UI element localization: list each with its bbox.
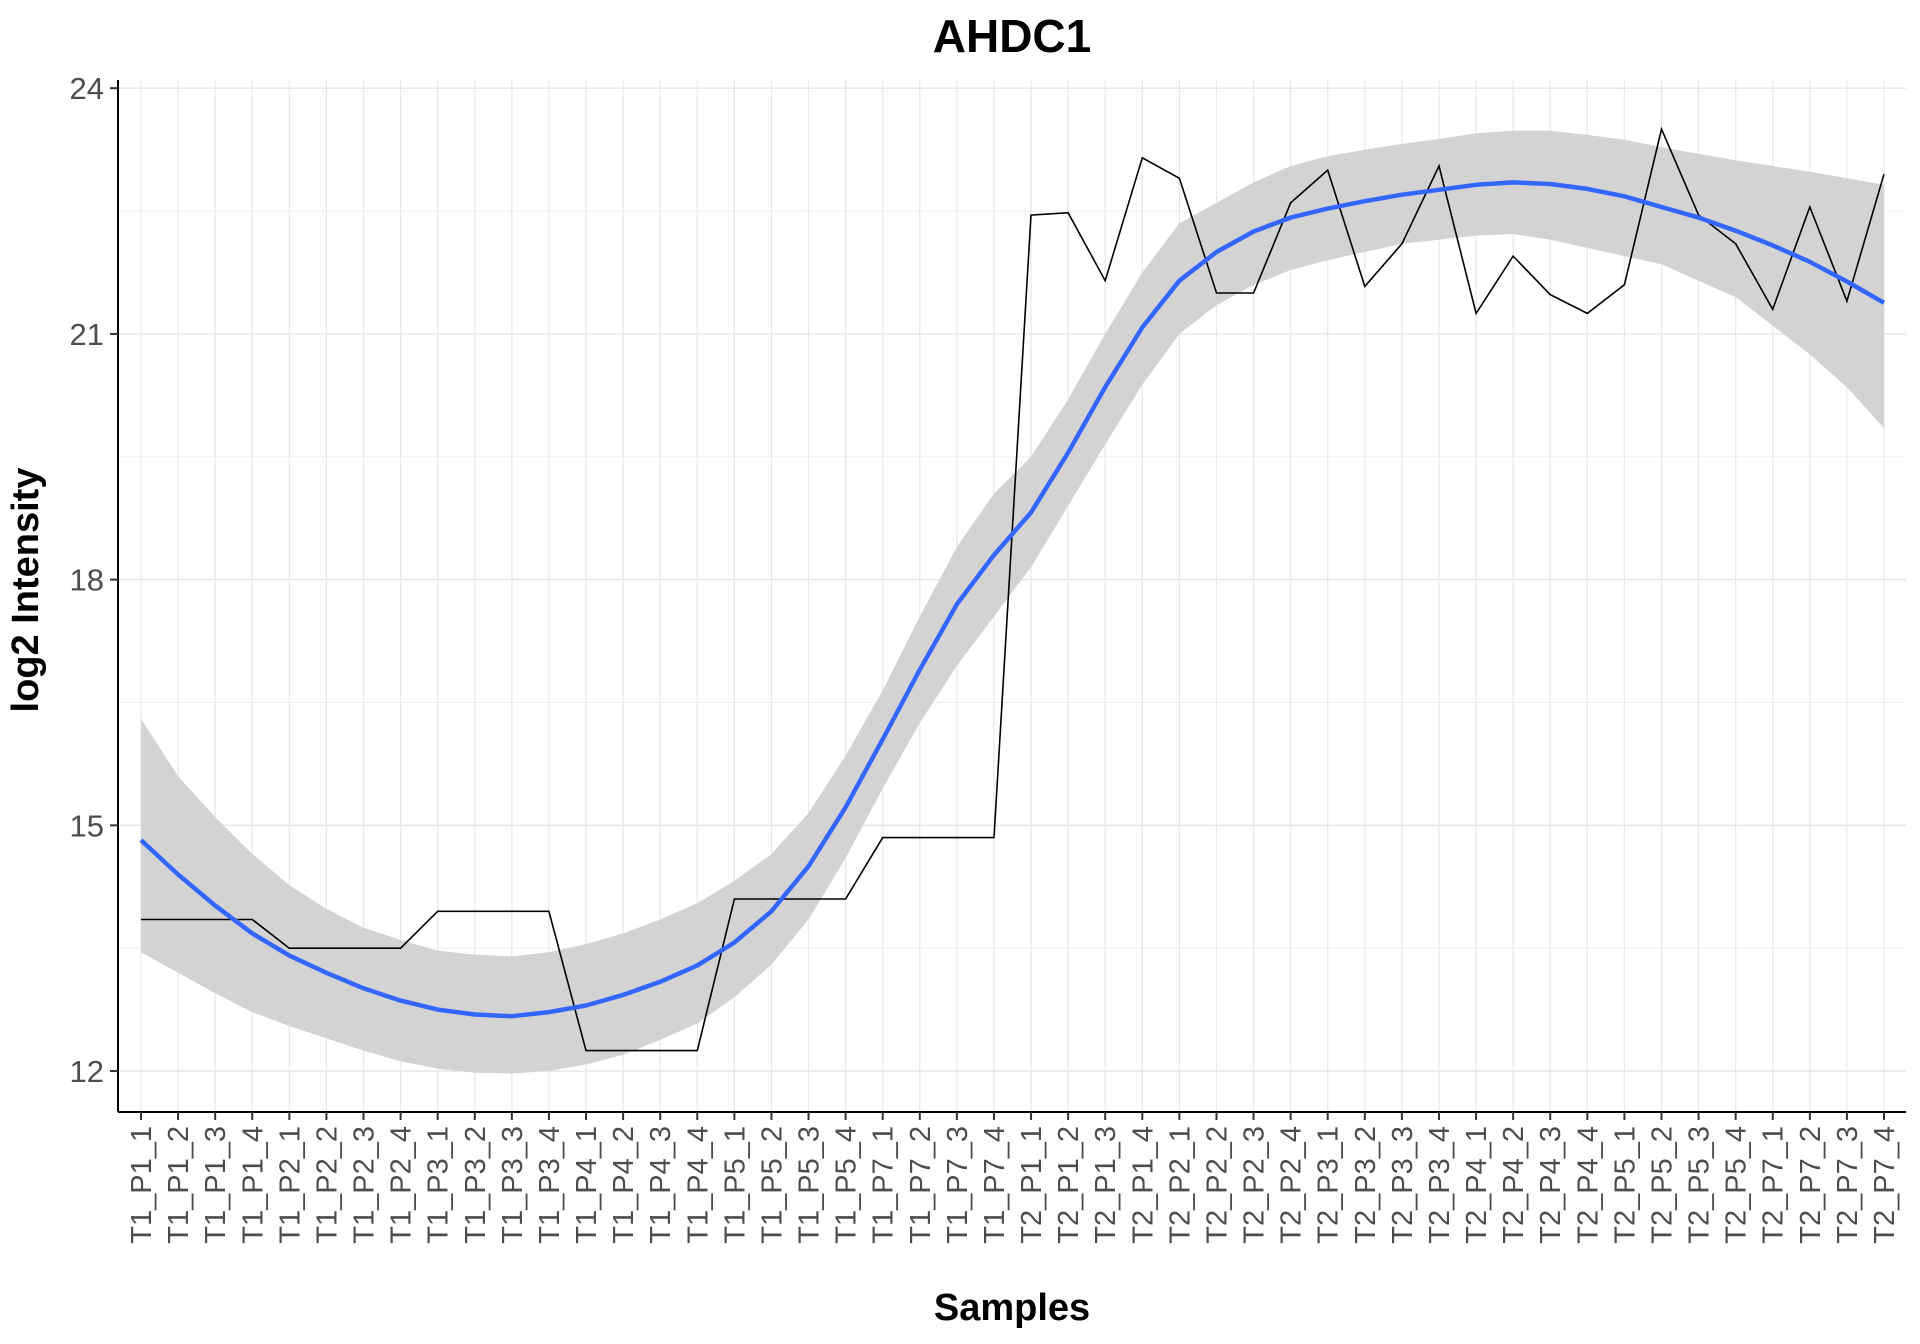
x-tick-label-9: T1_P3_2 xyxy=(460,1126,492,1244)
x-tick-label-1: T1_P1_2 xyxy=(163,1126,195,1244)
x-tick-label-11: T1_P3_4 xyxy=(534,1126,566,1244)
y-axis-title: log2 Intensity xyxy=(5,468,47,713)
x-tick-label-47: T2_P7_4 xyxy=(1869,1126,1901,1244)
x-tick-label-4: T1_P2_1 xyxy=(274,1126,306,1244)
y-tick-label-0: 12 xyxy=(70,1054,104,1089)
x-tick-label-6: T1_P2_3 xyxy=(349,1126,381,1244)
confidence-band-layer xyxy=(141,130,1884,1074)
x-tick-label-25: T2_P1_2 xyxy=(1053,1126,1085,1244)
y-tick-label-1: 15 xyxy=(70,808,104,843)
x-tick-label-0: T1_P1_1 xyxy=(126,1126,158,1244)
data-line-layer xyxy=(141,126,1885,1052)
x-tick-label-18: T1_P5_3 xyxy=(794,1126,826,1244)
x-tick-label-33: T2_P3_2 xyxy=(1350,1126,1382,1244)
confidence-band xyxy=(141,130,1884,1074)
x-tick-label-43: T2_P5_4 xyxy=(1721,1126,1753,1244)
x-tick-label-38: T2_P4_3 xyxy=(1535,1126,1567,1244)
x-tick-label-22: T1_P7_3 xyxy=(942,1126,974,1244)
x-tick-label-41: T2_P5_2 xyxy=(1647,1126,1679,1244)
smooth-line xyxy=(139,180,1886,1019)
x-tick-label-32: T2_P3_1 xyxy=(1313,1126,1345,1244)
y-tick-label-4: 24 xyxy=(70,71,104,106)
x-axis-title: Samples xyxy=(934,1287,1090,1329)
x-tick-label-39: T2_P4_4 xyxy=(1572,1126,1604,1244)
x-tick-label-35: T2_P3_4 xyxy=(1424,1126,1456,1244)
x-tick-label-21: T1_P7_2 xyxy=(905,1126,937,1244)
smooth-line-layer xyxy=(139,180,1886,1019)
x-tick-label-44: T2_P7_1 xyxy=(1758,1126,1790,1244)
x-tick-label-30: T2_P2_3 xyxy=(1239,1126,1271,1244)
x-tick-label-37: T2_P4_2 xyxy=(1498,1126,1530,1244)
y-tick-label-3: 21 xyxy=(70,317,104,352)
x-tick-label-14: T1_P4_3 xyxy=(645,1126,677,1244)
x-tick-label-45: T2_P7_2 xyxy=(1795,1126,1827,1244)
x-tick-label-23: T1_P7_4 xyxy=(979,1126,1011,1244)
y-tick-label-2: 18 xyxy=(70,563,104,598)
x-tick-label-2: T1_P1_3 xyxy=(200,1126,232,1244)
x-tick-label-40: T2_P5_1 xyxy=(1609,1126,1641,1244)
x-tick-label-17: T1_P5_2 xyxy=(756,1126,788,1244)
x-tick-label-19: T1_P5_4 xyxy=(831,1126,863,1244)
x-tick-label-20: T1_P7_1 xyxy=(868,1126,900,1244)
x-tick-label-29: T2_P2_2 xyxy=(1202,1126,1234,1244)
x-tick-label-34: T2_P3_3 xyxy=(1387,1126,1419,1244)
axes-layer xyxy=(117,80,1906,1113)
x-tick-label-24: T2_P1_1 xyxy=(1016,1126,1048,1244)
x-tick-label-8: T1_P3_1 xyxy=(423,1126,455,1244)
x-tick-label-42: T2_P5_3 xyxy=(1684,1126,1716,1244)
x-tick-label-16: T1_P5_1 xyxy=(719,1126,751,1244)
y-tick-layer: 12 15 18 21 24 xyxy=(70,71,118,1089)
x-tick-label-27: T2_P1_4 xyxy=(1127,1126,1159,1244)
chart-title: AHDC1 xyxy=(933,10,1091,62)
x-tick-label-7: T1_P2_4 xyxy=(386,1126,418,1244)
x-tick-label-46: T2_P7_3 xyxy=(1832,1126,1864,1244)
x-tick-label-12: T1_P4_1 xyxy=(571,1126,603,1244)
x-tick-label-10: T1_P3_3 xyxy=(497,1126,529,1244)
x-tick-label-26: T2_P1_3 xyxy=(1090,1126,1122,1244)
x-tick-layer: T1_P1_1 T1_P1_2 T1_P1_3 T1_P1_4 T1_P2_1 T1_P2… xyxy=(126,1112,1901,1244)
x-tick-label-15: T1_P4_4 xyxy=(682,1126,714,1244)
x-tick-label-31: T2_P2_4 xyxy=(1276,1126,1308,1244)
x-tick-label-28: T2_P2_1 xyxy=(1164,1126,1196,1244)
data-line xyxy=(141,126,1885,1052)
x-tick-label-3: T1_P1_4 xyxy=(237,1126,269,1244)
x-tick-label-36: T2_P4_1 xyxy=(1461,1126,1493,1244)
x-tick-label-13: T1_P4_2 xyxy=(608,1126,640,1244)
x-tick-label-5: T1_P2_2 xyxy=(311,1126,343,1244)
